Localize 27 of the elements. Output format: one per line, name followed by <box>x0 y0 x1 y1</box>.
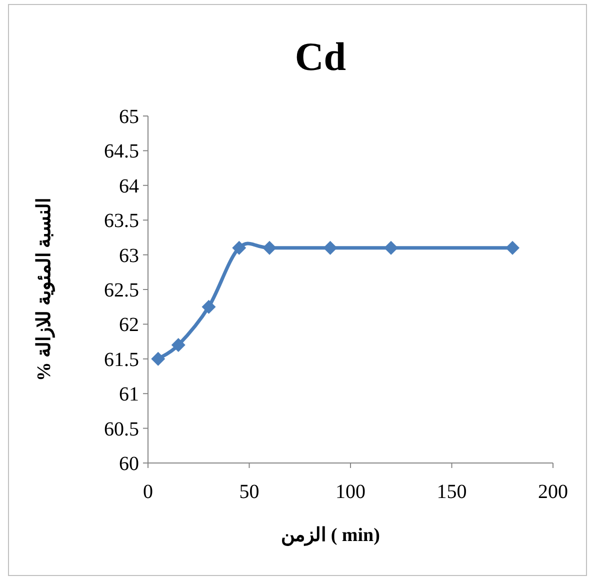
y-tick-label: 64 <box>119 175 139 198</box>
point <box>323 240 338 255</box>
y-tick-label: 62 <box>119 314 139 336</box>
y-tick-label: 61.5 <box>104 348 139 371</box>
y-tick-label: 64.5 <box>104 140 139 163</box>
x-axis-title: الزمن ( min) <box>281 525 380 546</box>
y-tick-label: 60 <box>119 453 139 475</box>
x-tick-label: 100 <box>336 481 366 503</box>
point <box>232 240 246 255</box>
x-tick-label: 200 <box>538 481 568 503</box>
y-tick-label: 62.5 <box>104 280 139 302</box>
x-tick-label: 0 <box>143 481 153 503</box>
point <box>202 300 216 314</box>
point <box>262 240 276 255</box>
x-tick-label: 150 <box>436 481 467 503</box>
y-tick-label: 63 <box>119 244 139 267</box>
y-tick-label: 63.5 <box>104 210 139 232</box>
y-tick-label: 61 <box>119 384 139 406</box>
point <box>171 338 186 352</box>
point <box>506 240 520 255</box>
y-axis-title: النسبة المئوية للازالة % <box>34 198 55 382</box>
chart-title: Cd <box>294 34 346 79</box>
point <box>384 240 398 255</box>
x-tick-label: 50 <box>239 481 260 503</box>
y-tick-label: 65 <box>119 106 139 128</box>
y-tick-label: 60.5 <box>104 418 139 440</box>
point <box>151 352 166 366</box>
